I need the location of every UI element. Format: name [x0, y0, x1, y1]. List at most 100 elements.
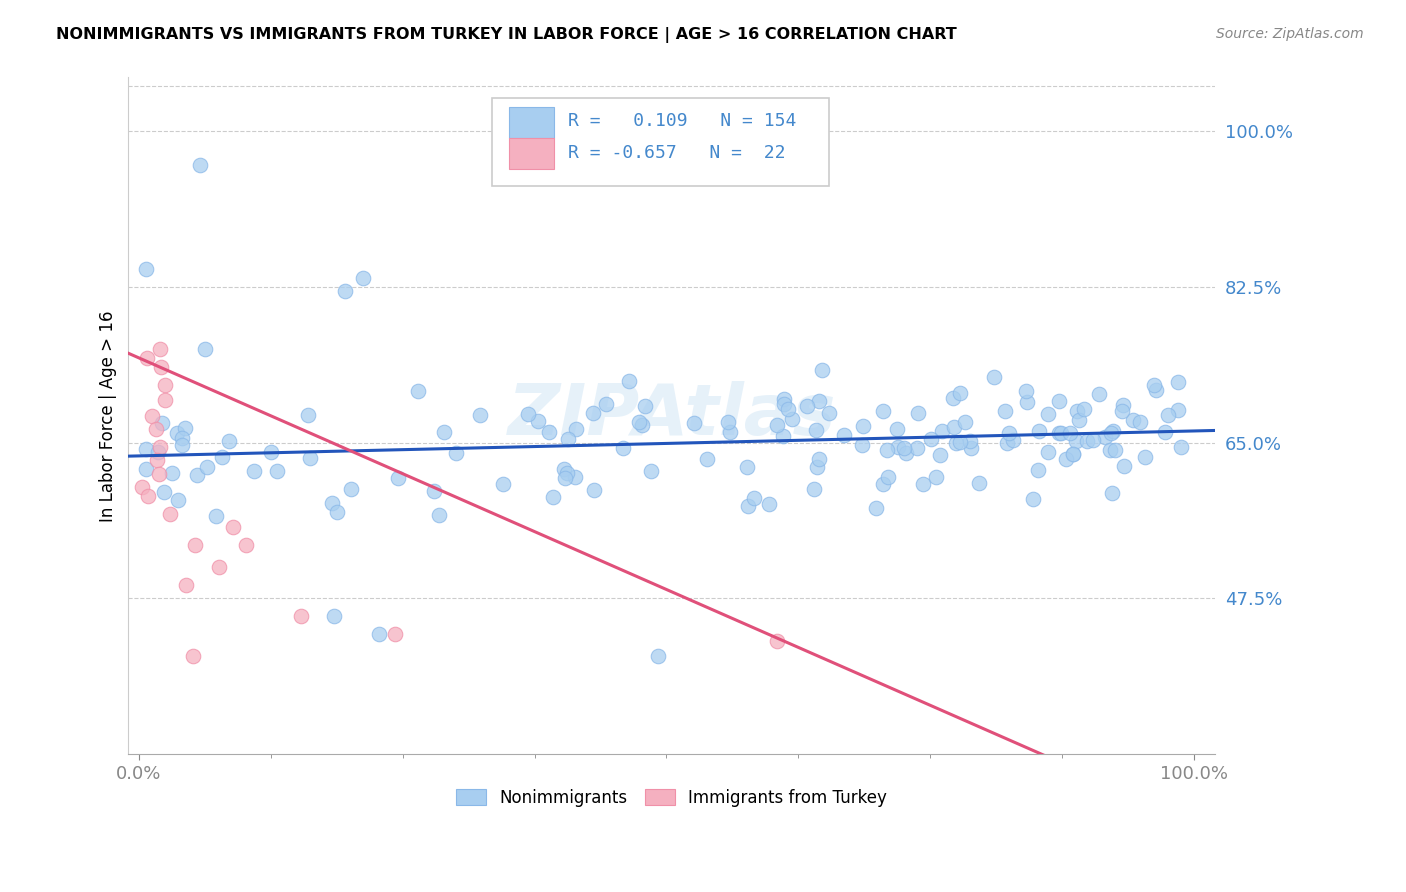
Point [877, 469, 900, 483]
Point [554, 470, 576, 484]
Point [929, 448, 952, 462]
Point [1028, 425, 1050, 439]
Text: ZIPAtlas: ZIPAtlas [508, 381, 837, 450]
Point [1066, 403, 1088, 417]
Point [808, 452, 831, 467]
Point [135, 261, 157, 276]
Point [945, 436, 967, 450]
Point [565, 422, 588, 436]
Point [998, 426, 1021, 441]
Point [582, 406, 605, 420]
Point [627, 415, 650, 429]
Point [595, 397, 617, 411]
Point [208, 560, 231, 574]
Point [1112, 398, 1135, 412]
Point [773, 392, 796, 407]
Point [170, 431, 193, 445]
Point [766, 417, 789, 432]
Point [170, 438, 193, 452]
Point [135, 351, 157, 365]
Point [1112, 459, 1135, 474]
Point [433, 425, 456, 439]
Point [339, 482, 361, 496]
Point [135, 462, 157, 476]
Point [1002, 433, 1025, 447]
Point [1157, 408, 1180, 422]
Point [1170, 440, 1192, 454]
Point [243, 464, 266, 478]
Point [949, 386, 972, 401]
Point [527, 414, 550, 428]
Text: NONIMMIGRANTS VS IMMIGRANTS FROM TURKEY IN LABOR FORCE | AGE > 16 CORRELATION CH: NONIMMIGRANTS VS IMMIGRANTS FROM TURKEY … [56, 27, 957, 43]
Point [696, 451, 718, 466]
Point [960, 441, 983, 455]
Point [1022, 491, 1045, 506]
Point [742, 491, 765, 506]
Point [931, 424, 953, 438]
Point [718, 425, 741, 439]
Text: R =   0.109   N = 154: R = 0.109 N = 154 [568, 112, 797, 130]
Point [773, 397, 796, 411]
Point [1038, 445, 1060, 459]
Point [1111, 404, 1133, 418]
Point [423, 483, 446, 498]
Point [640, 464, 662, 478]
Point [876, 443, 898, 458]
Point [290, 609, 312, 624]
Point [298, 451, 321, 466]
Point [260, 445, 283, 459]
Point [1129, 415, 1152, 429]
Point [160, 466, 183, 480]
Point [1047, 394, 1070, 409]
Point [352, 270, 374, 285]
Point [735, 459, 758, 474]
Point [153, 377, 176, 392]
Point [865, 500, 887, 515]
Point [1122, 412, 1144, 426]
Point [326, 505, 349, 519]
Point [1054, 452, 1077, 467]
Point [983, 369, 1005, 384]
Point [872, 476, 894, 491]
FancyBboxPatch shape [492, 98, 830, 186]
Point [1144, 383, 1167, 397]
Point [153, 484, 176, 499]
Point [1059, 426, 1081, 441]
Point [444, 446, 467, 460]
Point [222, 520, 245, 534]
Point [1017, 395, 1039, 409]
Point [1076, 434, 1098, 449]
Point [387, 470, 409, 484]
Point [737, 499, 759, 513]
Point [1099, 426, 1122, 441]
Point [796, 399, 818, 413]
Point [174, 578, 197, 592]
Point [1167, 375, 1189, 389]
Point [1094, 430, 1116, 444]
Point [1088, 386, 1111, 401]
Point [647, 649, 669, 664]
Point [537, 425, 560, 440]
Point [803, 482, 825, 496]
Point [141, 409, 163, 423]
Point [138, 489, 160, 503]
Point [153, 392, 176, 407]
Point [1104, 442, 1126, 457]
Point [148, 467, 170, 481]
Point [807, 394, 830, 409]
Y-axis label: In Labor Force | Age > 16: In Labor Force | Age > 16 [100, 310, 117, 522]
Point [149, 440, 172, 454]
Point [166, 493, 188, 508]
Point [205, 509, 228, 524]
Point [1062, 447, 1084, 461]
Point [553, 462, 575, 476]
FancyBboxPatch shape [509, 106, 554, 137]
Point [776, 401, 799, 416]
Point [321, 496, 343, 510]
Point [582, 483, 605, 497]
Point [1081, 433, 1104, 447]
Point [218, 434, 240, 449]
Point [145, 453, 167, 467]
Point [323, 609, 346, 624]
Point [186, 468, 208, 483]
